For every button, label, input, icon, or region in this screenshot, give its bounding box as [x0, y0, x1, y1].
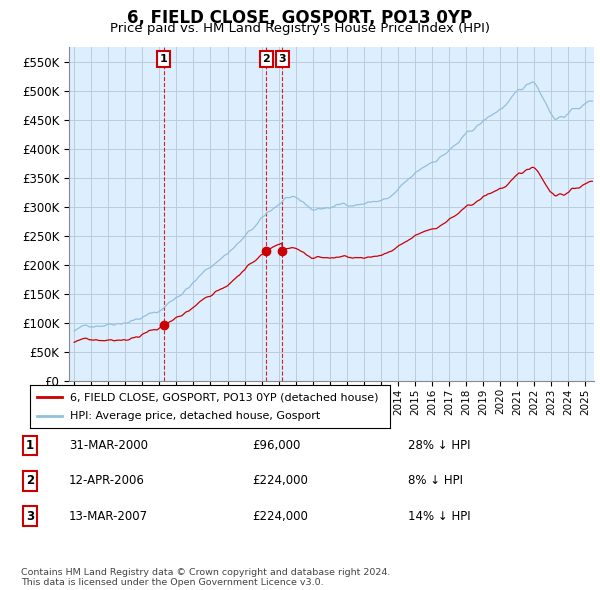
Text: 12-APR-2006: 12-APR-2006 — [69, 474, 145, 487]
Text: 31-MAR-2000: 31-MAR-2000 — [69, 439, 148, 452]
Text: £224,000: £224,000 — [252, 510, 308, 523]
Text: 8% ↓ HPI: 8% ↓ HPI — [408, 474, 463, 487]
Text: 6, FIELD CLOSE, GOSPORT, PO13 0YP (detached house): 6, FIELD CLOSE, GOSPORT, PO13 0YP (detac… — [70, 392, 378, 402]
Text: 2: 2 — [26, 474, 34, 487]
Text: 1: 1 — [26, 439, 34, 452]
Text: 28% ↓ HPI: 28% ↓ HPI — [408, 439, 470, 452]
Text: 13-MAR-2007: 13-MAR-2007 — [69, 510, 148, 523]
Text: 3: 3 — [26, 510, 34, 523]
Text: Contains HM Land Registry data © Crown copyright and database right 2024.
This d: Contains HM Land Registry data © Crown c… — [21, 568, 391, 587]
Text: Price paid vs. HM Land Registry's House Price Index (HPI): Price paid vs. HM Land Registry's House … — [110, 22, 490, 35]
Text: 2: 2 — [263, 54, 270, 64]
Text: 3: 3 — [278, 54, 286, 64]
Text: 6, FIELD CLOSE, GOSPORT, PO13 0YP: 6, FIELD CLOSE, GOSPORT, PO13 0YP — [127, 9, 473, 27]
Text: HPI: Average price, detached house, Gosport: HPI: Average price, detached house, Gosp… — [70, 411, 320, 421]
Text: £224,000: £224,000 — [252, 474, 308, 487]
Text: £96,000: £96,000 — [252, 439, 301, 452]
Text: 14% ↓ HPI: 14% ↓ HPI — [408, 510, 470, 523]
Text: 1: 1 — [160, 54, 167, 64]
